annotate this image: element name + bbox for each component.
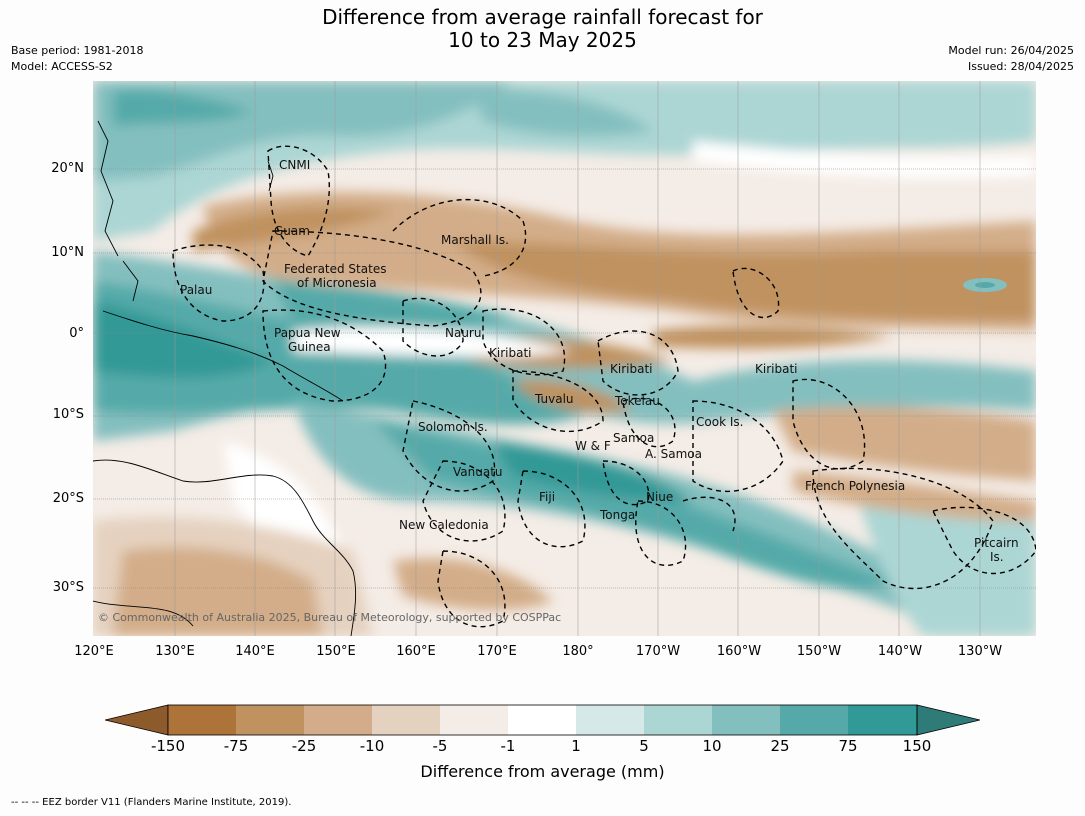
colorbar-segment xyxy=(440,705,508,735)
lon-label-120e: 120°E xyxy=(74,644,114,659)
colorbar-tick: -150 xyxy=(150,737,186,755)
label-tonga: Tonga xyxy=(599,508,635,522)
label-vanuatu: Vanuatu xyxy=(453,465,503,479)
colorbar-segment xyxy=(508,705,576,735)
copyright-text: © Commonwealth of Australia 2025, Bureau… xyxy=(98,611,561,624)
label-palau: Palau xyxy=(180,283,212,297)
label-fsm-2: of Micronesia xyxy=(297,276,377,290)
label-cook: Cook Is. xyxy=(696,415,743,429)
lon-label-180: 180° xyxy=(562,644,594,659)
lat-label-20s: 20°S xyxy=(52,491,84,506)
rainfall-field xyxy=(93,81,1036,636)
colorbar-tick: 150 xyxy=(902,737,932,755)
label-nauru: Nauru xyxy=(445,326,481,340)
lon-label-130w: 130°W xyxy=(957,644,1003,659)
label-wallis-futuna: W & F xyxy=(575,439,611,453)
label-niue: Niue xyxy=(646,490,673,504)
colorbar-segment xyxy=(780,705,848,735)
colorbar-tick: -1 xyxy=(500,737,516,755)
lon-label-130e: 130°E xyxy=(155,644,195,659)
colorbar-segment xyxy=(304,705,372,735)
label-pitcairn-1: Pitcairn xyxy=(974,536,1019,550)
colorbar-title: Difference from average (mm) xyxy=(420,762,665,781)
model-run: Model run: 26/04/2025 xyxy=(948,44,1074,57)
label-new-caledonia: New Caledonia xyxy=(399,518,489,532)
base-period: Base period: 1981-2018 xyxy=(11,44,144,57)
lon-label-170e: 170°E xyxy=(477,644,517,659)
colorbar-high-arrow xyxy=(916,704,980,736)
rainfall-map: CNMI Guam Marshall Is. Federated States … xyxy=(93,81,1036,636)
colorbar-tick: -25 xyxy=(291,737,317,755)
colorbar-low-arrow xyxy=(105,704,169,736)
lat-label-20n: 20°N xyxy=(51,161,84,176)
label-fsm-1: Federated States xyxy=(284,262,386,276)
lon-label-140w: 140°W xyxy=(877,644,923,659)
colorbar-segment xyxy=(168,705,236,735)
lat-label-10n: 10°N xyxy=(51,245,84,260)
title-line-2: 10 to 23 May 2025 xyxy=(448,28,637,52)
colorbar-tick: -5 xyxy=(432,737,448,755)
label-kiribati-central: Kiribati xyxy=(610,362,652,376)
colorbar-segment xyxy=(712,705,780,735)
label-marshall: Marshall Is. xyxy=(441,233,509,247)
label-png-1: Papua New xyxy=(274,326,341,340)
title-line-1: Difference from average rainfall forecas… xyxy=(322,5,763,29)
eez-legend: -- -- -- EEZ border V11 (Flanders Marine… xyxy=(11,797,292,808)
issued-date: Issued: 28/04/2025 xyxy=(967,60,1074,73)
colorbar-tick: 5 xyxy=(639,737,649,755)
meta-left: Base period: 1981-2018 Model: ACCESS-S2 xyxy=(11,43,143,75)
lon-label-140e: 140°E xyxy=(235,644,275,659)
colorbar-segment xyxy=(576,705,644,735)
label-tokelau: Tokelau xyxy=(614,394,660,408)
colorbar-tick: 1 xyxy=(571,737,581,755)
label-fiji: Fiji xyxy=(539,490,555,504)
colorbar-segment xyxy=(848,705,917,735)
label-american-samoa: A. Samoa xyxy=(645,447,702,461)
colorbar-tick: 25 xyxy=(770,737,790,755)
label-kiribati-west: Kiribati xyxy=(489,346,531,360)
eez-borders xyxy=(172,145,1036,628)
lat-label-30s: 30°S xyxy=(52,580,84,595)
lon-label-150w: 150°W xyxy=(796,644,842,659)
lon-label-170w: 170°W xyxy=(635,644,681,659)
label-pitcairn-2: Is. xyxy=(990,550,1004,564)
meta-right: Model run: 26/04/2025 Issued: 28/04/2025 xyxy=(948,43,1074,75)
lon-label-160e: 160°E xyxy=(396,644,436,659)
lat-label-10s: 10°S xyxy=(52,407,84,422)
label-cnmi: CNMI xyxy=(279,158,310,172)
label-samoa: Samoa xyxy=(613,431,654,445)
label-guam: Guam xyxy=(274,224,310,238)
label-kiribati-east: Kiribati xyxy=(755,362,797,376)
colorbar-tick: 75 xyxy=(838,737,858,755)
lon-label-160w: 160°W xyxy=(716,644,762,659)
colorbar-segment xyxy=(644,705,712,735)
colorbar xyxy=(105,704,980,736)
colorbar-tick: -75 xyxy=(223,737,249,755)
colorbar-tick: -10 xyxy=(359,737,385,755)
colorbar-tick: 10 xyxy=(702,737,722,755)
map-title: Difference from average rainfall forecas… xyxy=(0,6,1085,52)
region-labels: CNMI Guam Marshall Is. Federated States … xyxy=(180,158,1019,564)
colorbar-segment xyxy=(372,705,440,735)
label-tuvalu: Tuvalu xyxy=(534,392,574,406)
lon-label-150e: 150°E xyxy=(316,644,356,659)
colorbar-segment xyxy=(236,705,304,735)
model-name: Model: ACCESS-S2 xyxy=(11,60,113,73)
label-french-polynesia: French Polynesia xyxy=(805,479,905,493)
coastlines xyxy=(93,120,357,636)
lat-label-0: 0° xyxy=(69,326,84,341)
label-solomon: Solomon Is. xyxy=(418,420,488,434)
label-png-2: Guinea xyxy=(288,340,331,354)
